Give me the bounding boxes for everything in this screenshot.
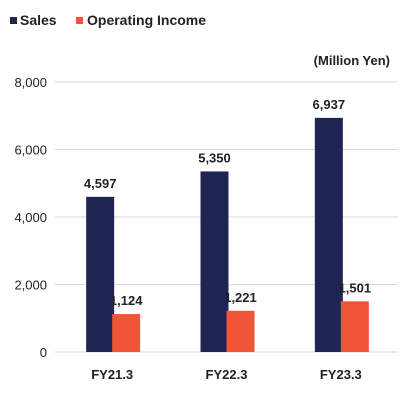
bar-operating-income: [340, 301, 369, 352]
legend-label-operating-income: Operating Income: [87, 12, 206, 28]
data-label-sales: 6,937: [313, 97, 346, 112]
data-label-sales: 5,350: [198, 150, 231, 165]
x-category-label: FY21.3: [91, 367, 133, 382]
bar-sales: [86, 196, 115, 352]
y-tick-label: 8,000: [14, 75, 47, 90]
y-tick-label: 2,000: [14, 278, 47, 293]
unit-label: (Million Yen): [314, 53, 390, 68]
legend-swatch-operating-income: [76, 17, 83, 24]
legend-swatch-sales: [10, 17, 17, 24]
y-tick-label: 4,000: [14, 210, 47, 225]
bars: [86, 117, 369, 352]
data-label-sales: 4,597: [84, 176, 117, 191]
bar-sales: [200, 171, 229, 352]
bar-sales: [314, 117, 343, 352]
legend-label-sales: Sales: [20, 12, 57, 28]
x-category-label: FY23.3: [320, 367, 362, 382]
x-category-label: FY22.3: [206, 367, 248, 382]
data-label-operating-income: 1,124: [110, 293, 143, 308]
data-label-operating-income: 1,501: [339, 280, 372, 295]
labels: 0 2,000 4,000 6,000 8,000 4,597 1,124 FY21.3 5,3…: [14, 75, 371, 382]
bar-operating-income: [112, 314, 141, 352]
data-label-operating-income: 1,221: [224, 290, 257, 305]
y-tick-label: 6,000: [14, 143, 47, 158]
y-tick-label: 0: [40, 345, 47, 360]
legend: Sales Operating Income: [10, 12, 206, 28]
bar-operating-income: [226, 310, 255, 352]
